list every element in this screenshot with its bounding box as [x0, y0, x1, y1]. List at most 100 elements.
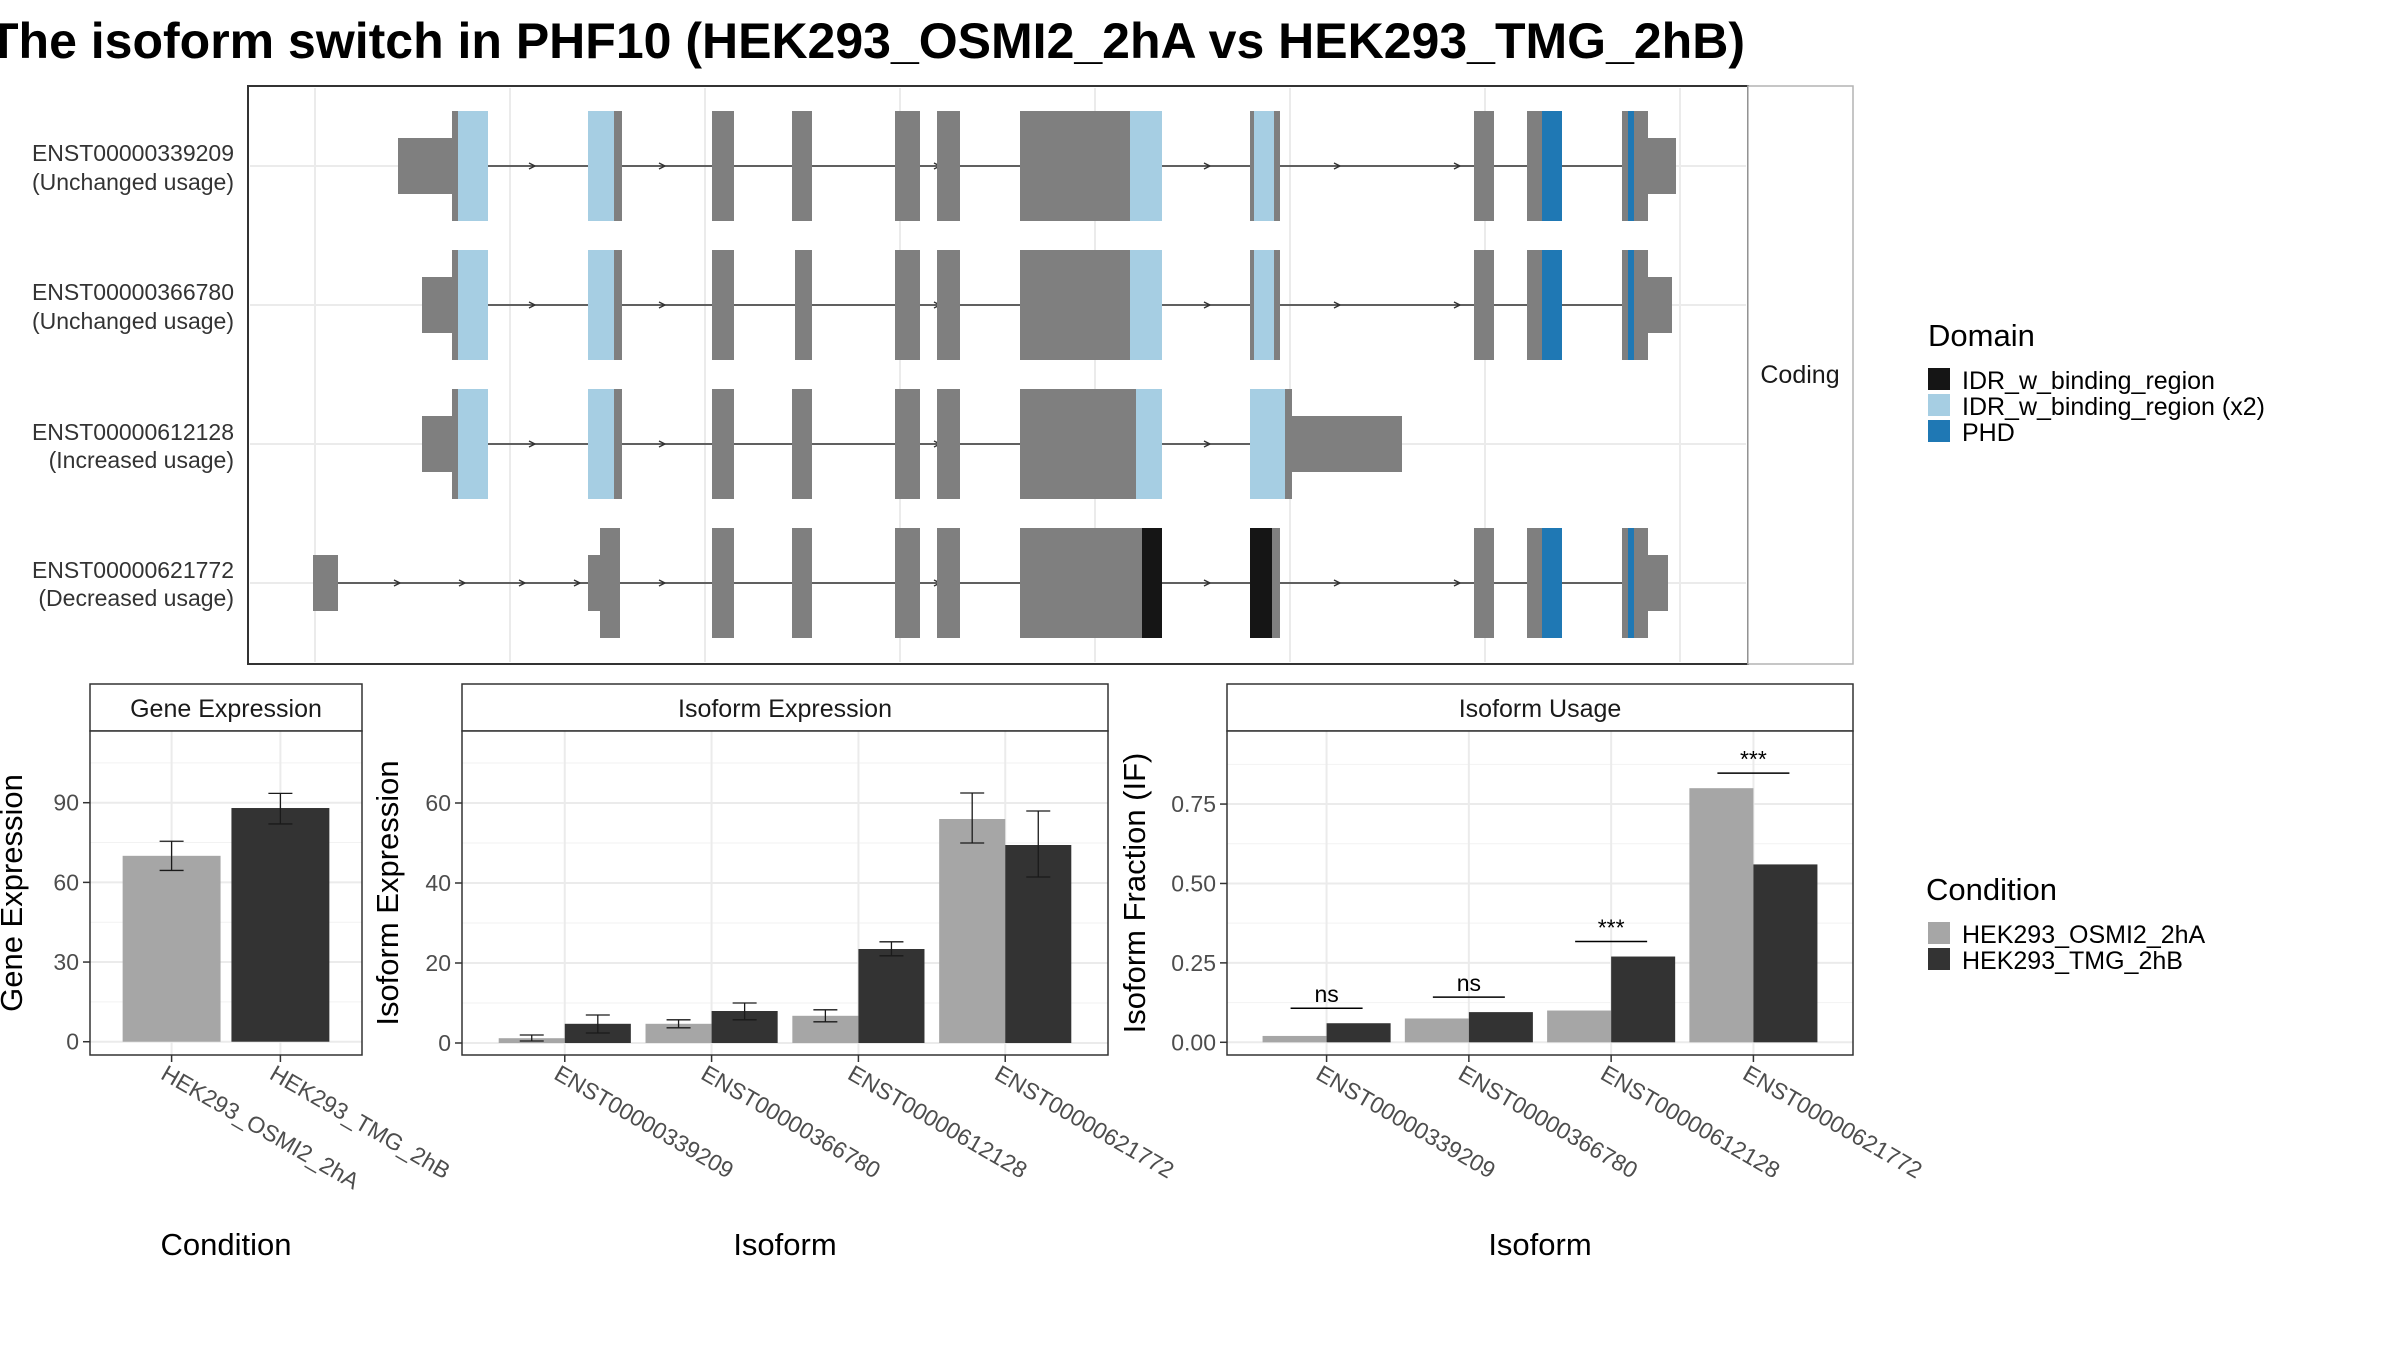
- coding-exon: [1542, 528, 1562, 638]
- strand-arrow: [528, 301, 537, 309]
- coding-exon: [1020, 389, 1130, 499]
- coding-exon: [712, 389, 734, 499]
- coding-exon: [895, 250, 920, 360]
- plot-border: [1226, 730, 1854, 1056]
- coding-exon: [937, 528, 960, 638]
- coding-exon: [1250, 389, 1285, 499]
- coding-exon: [1634, 528, 1648, 638]
- transcript-label-usage: (Increased usage): [49, 447, 234, 473]
- coding-exon: [1274, 111, 1280, 221]
- structure-panel-border: [247, 85, 1749, 665]
- legend-label: IDR_w_binding_region: [1962, 367, 2215, 395]
- bar: [1262, 1035, 1327, 1043]
- coding-exon: [795, 250, 812, 360]
- y-axis-title: Isoform Fraction (IF): [1117, 753, 1152, 1034]
- coding-exon: [1020, 250, 1130, 360]
- coding-exon: [792, 389, 812, 499]
- y-tick-label: 0.75: [1171, 791, 1216, 817]
- chart-title: Isoform Usage: [1459, 695, 1622, 723]
- bar: [858, 949, 925, 1043]
- error-bar: [666, 1019, 691, 1029]
- strand-arrow: [393, 579, 402, 587]
- legend-swatch: [1928, 368, 1950, 390]
- coding-exon: [452, 111, 458, 221]
- error-bar: [879, 941, 904, 957]
- y-tick-label: 60: [425, 790, 451, 816]
- coding-exon: [1527, 528, 1542, 638]
- coding-exon: [1634, 250, 1648, 360]
- plot-border: [461, 730, 1109, 1056]
- coding-exon: [1020, 528, 1130, 638]
- domain-legend-title: Domain: [1928, 318, 2035, 353]
- coding-exon: [1130, 250, 1142, 360]
- utr-exon: [422, 277, 454, 333]
- structure-facet-strip: [1747, 85, 1854, 665]
- transcript-structure-panel: Coding: [247, 85, 1854, 665]
- significance-label: ns: [1457, 970, 1481, 996]
- y-tick-label: 0: [66, 1029, 79, 1055]
- y-tick-label: 40: [425, 870, 451, 896]
- coding-exon: [1136, 389, 1162, 499]
- strand-arrow: [658, 579, 667, 587]
- coding-exon: [588, 111, 614, 221]
- legend-label: HEK293_TMG_2hB: [1962, 947, 2183, 975]
- strand-arrow: [658, 440, 667, 448]
- strand-arrow: [658, 162, 667, 170]
- y-tick-label: 30: [53, 949, 79, 975]
- bar: [231, 808, 330, 1042]
- bar: [1753, 864, 1818, 1043]
- y-tick-label: 20: [425, 950, 451, 976]
- significance-label: ***: [1740, 746, 1767, 772]
- y-tick-label: 60: [53, 869, 79, 895]
- strand-arrow: [528, 440, 537, 448]
- transcript-label-id: ENST00000366780: [32, 279, 234, 305]
- transcript-labels: ENST00000339209 (Unchanged usage) ENST00…: [32, 140, 234, 611]
- coding-exon: [1622, 528, 1628, 638]
- strand-arrow: [658, 301, 667, 309]
- transcript-label-id: ENST00000339209: [32, 140, 234, 166]
- coding-exon: [614, 250, 622, 360]
- strand-arrow: [458, 579, 467, 587]
- transcript-track: [422, 389, 1402, 499]
- significance-label: ns: [1314, 981, 1338, 1007]
- transcript-track: [313, 528, 1668, 638]
- coding-exon: [1527, 250, 1542, 360]
- coding-exon: [1542, 111, 1562, 221]
- error-bar: [732, 1002, 757, 1021]
- legend-label: PHD: [1962, 419, 2015, 447]
- coding-exon: [1142, 250, 1162, 360]
- coding-exon: [895, 111, 920, 221]
- coding-exon: [895, 389, 920, 499]
- legend-swatch: [1928, 394, 1950, 416]
- coding-exon: [588, 250, 614, 360]
- coding-exon: [1474, 528, 1494, 638]
- condition-legend-title: Condition: [1926, 872, 2057, 907]
- figure-title: The isoform switch in PHF10 (HEK293_OSMI…: [0, 13, 1745, 69]
- coding-exon: [1622, 111, 1628, 221]
- coding-exon: [1254, 250, 1274, 360]
- coding-exon: [1474, 250, 1494, 360]
- strand-arrow: [1203, 440, 1212, 448]
- transcript-label-usage: (Unchanged usage): [32, 308, 234, 334]
- coding-exon: [712, 528, 734, 638]
- significance-label: ***: [1598, 915, 1625, 941]
- coding-exon: [458, 111, 488, 221]
- coding-exon: [1285, 389, 1292, 499]
- bar: [1005, 845, 1072, 1043]
- transcript-label-id: ENST00000621772: [32, 557, 234, 583]
- strand-arrow: [573, 579, 582, 587]
- x-axis-title: Isoform: [733, 1227, 836, 1262]
- coding-exon: [1628, 528, 1634, 638]
- legend-swatch: [1928, 922, 1950, 944]
- coding-exon: [1130, 528, 1142, 638]
- coding-exon: [1272, 528, 1280, 638]
- error-bar: [585, 1014, 610, 1034]
- y-tick-label: 0.00: [1171, 1029, 1216, 1055]
- strand-arrow: [1203, 301, 1212, 309]
- coding-exon: [895, 528, 920, 638]
- strand-arrow: [528, 162, 537, 170]
- utr-exon: [398, 138, 454, 194]
- utr-exon: [313, 555, 338, 611]
- plot-border: [89, 730, 363, 1056]
